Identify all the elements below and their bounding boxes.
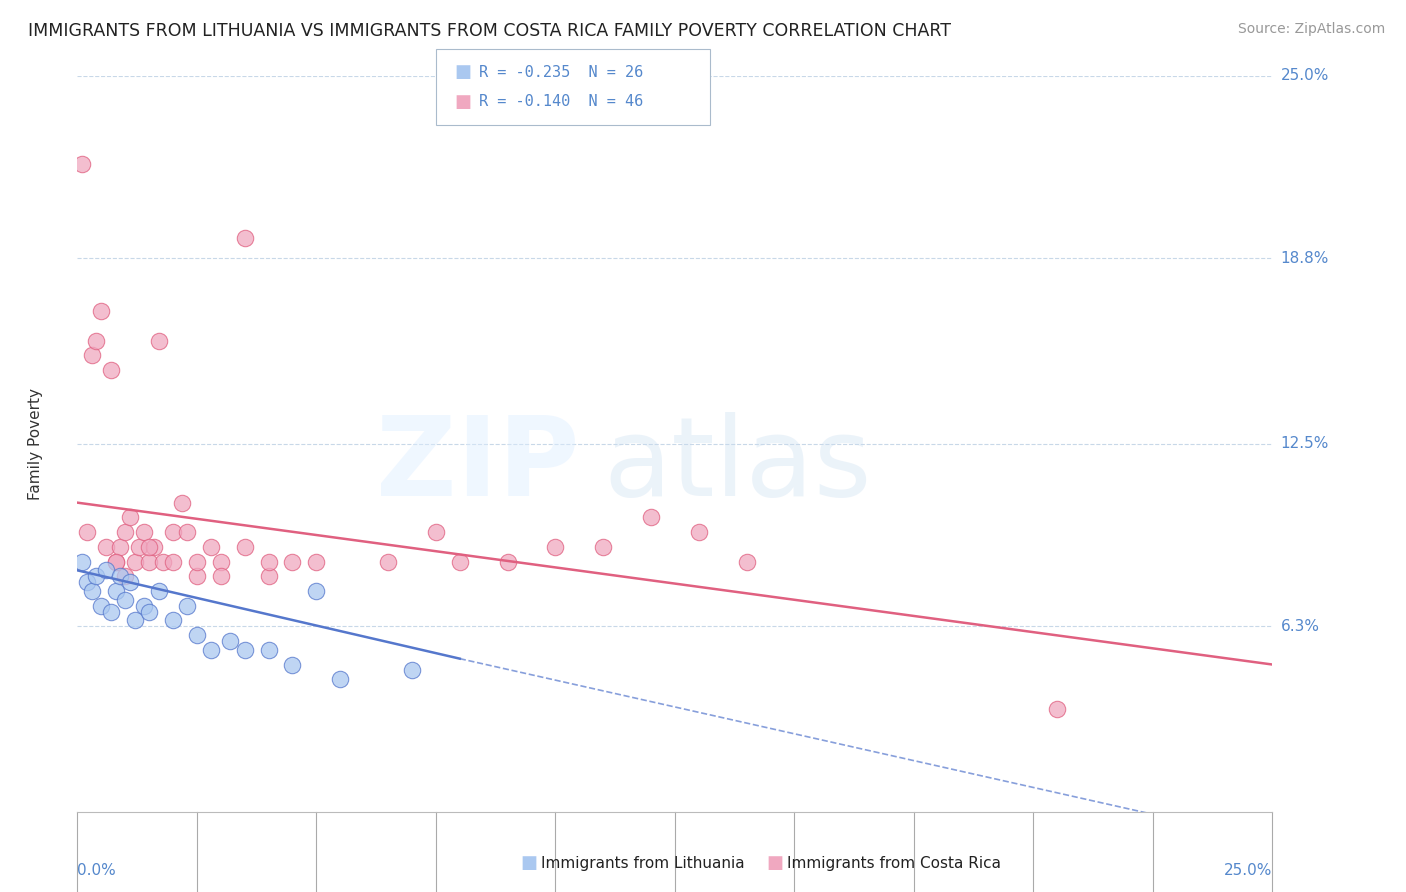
Point	[209, 554, 232, 569]
Point	[104, 583, 127, 598]
Point	[257, 554, 280, 569]
Point	[138, 605, 160, 619]
Point	[86, 569, 108, 583]
Point	[735, 554, 758, 569]
Text: ■: ■	[454, 63, 471, 81]
Point	[640, 510, 662, 524]
Point	[104, 554, 127, 569]
Text: 25.0%: 25.0%	[1281, 69, 1329, 83]
Point	[209, 569, 232, 583]
Point	[233, 230, 256, 244]
Point	[401, 664, 423, 678]
Point	[176, 524, 198, 539]
Point	[162, 614, 184, 628]
Point	[70, 554, 93, 569]
Point	[329, 673, 352, 687]
Point	[305, 554, 328, 569]
Point	[425, 524, 447, 539]
Text: Immigrants from Costa Rica: Immigrants from Costa Rica	[787, 856, 1001, 871]
Point	[128, 540, 150, 554]
Point	[86, 334, 108, 348]
Point	[148, 583, 170, 598]
Text: 12.5%: 12.5%	[1281, 436, 1329, 451]
Text: ■: ■	[766, 855, 783, 872]
Point	[114, 524, 136, 539]
Point	[186, 628, 208, 642]
Text: atlas: atlas	[603, 412, 872, 519]
Point	[100, 363, 122, 377]
Point	[449, 554, 471, 569]
Text: Source: ZipAtlas.com: Source: ZipAtlas.com	[1237, 22, 1385, 37]
Point	[688, 524, 710, 539]
Point	[138, 540, 160, 554]
Point	[592, 540, 614, 554]
Point	[281, 554, 304, 569]
Point	[114, 592, 136, 607]
Point	[544, 540, 567, 554]
Text: IMMIGRANTS FROM LITHUANIA VS IMMIGRANTS FROM COSTA RICA FAMILY POVERTY CORRELATI: IMMIGRANTS FROM LITHUANIA VS IMMIGRANTS …	[28, 22, 950, 40]
Point	[1046, 701, 1069, 715]
Point	[94, 540, 117, 554]
Text: Immigrants from Lithuania: Immigrants from Lithuania	[541, 856, 745, 871]
Point	[162, 554, 184, 569]
Point	[134, 599, 156, 613]
Point	[76, 524, 98, 539]
Point	[142, 540, 165, 554]
Point	[377, 554, 399, 569]
Point	[186, 554, 208, 569]
Text: 18.8%: 18.8%	[1281, 251, 1329, 266]
Text: R = -0.140  N = 46: R = -0.140 N = 46	[479, 95, 644, 109]
Point	[186, 569, 208, 583]
Point	[124, 554, 146, 569]
Point	[118, 575, 141, 590]
Point	[138, 554, 160, 569]
Text: ZIP: ZIP	[375, 412, 579, 519]
Point	[80, 348, 103, 362]
Point	[118, 510, 141, 524]
Point	[100, 605, 122, 619]
Text: Family Poverty: Family Poverty	[28, 388, 44, 500]
Point	[219, 634, 242, 648]
Point	[90, 599, 112, 613]
Point	[94, 563, 117, 577]
Point	[233, 642, 256, 657]
Point	[110, 569, 132, 583]
Text: ■: ■	[520, 855, 537, 872]
Point	[172, 496, 194, 510]
Point	[257, 569, 280, 583]
Point	[124, 614, 146, 628]
Point	[162, 524, 184, 539]
Text: ■: ■	[454, 93, 471, 111]
Point	[200, 642, 222, 657]
Point	[305, 583, 328, 598]
Point	[176, 599, 198, 613]
Point	[76, 575, 98, 590]
Text: 0.0%: 0.0%	[77, 863, 117, 879]
Point	[257, 642, 280, 657]
Point	[70, 157, 93, 171]
Point	[104, 554, 127, 569]
Point	[80, 583, 103, 598]
Point	[114, 569, 136, 583]
Point	[233, 540, 256, 554]
Point	[134, 524, 156, 539]
Text: 6.3%: 6.3%	[1281, 619, 1320, 634]
Point	[148, 334, 170, 348]
Text: R = -0.235  N = 26: R = -0.235 N = 26	[479, 65, 644, 79]
Point	[110, 540, 132, 554]
Point	[281, 657, 304, 672]
Point	[200, 540, 222, 554]
Point	[496, 554, 519, 569]
Point	[152, 554, 174, 569]
Text: 25.0%: 25.0%	[1225, 863, 1272, 879]
Point	[90, 304, 112, 318]
